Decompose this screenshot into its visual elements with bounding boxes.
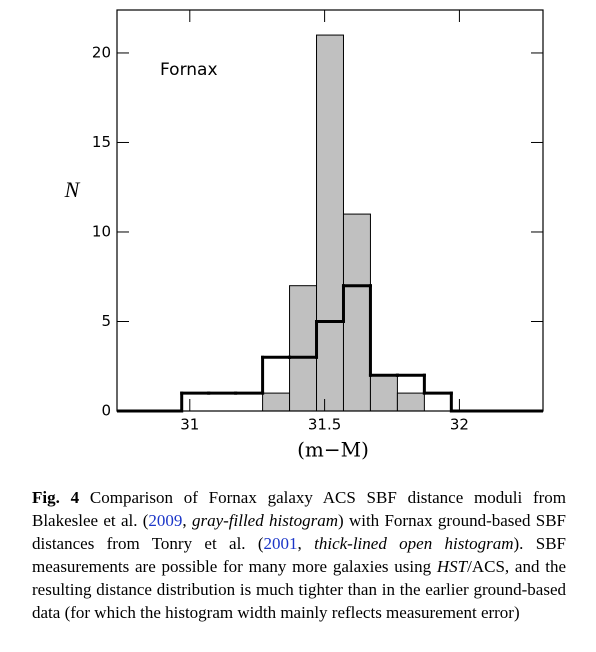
bar bbox=[316, 34, 344, 412]
bar bbox=[342, 213, 371, 412]
y-tick-label: 15 bbox=[92, 133, 111, 151]
bar bbox=[396, 392, 425, 412]
y-axis-label: N bbox=[64, 177, 81, 202]
caption-italic: HST bbox=[436, 557, 468, 576]
y-tick-label: 10 bbox=[92, 222, 111, 240]
caption-label: Fig. 4 bbox=[32, 488, 80, 507]
y-tick-label: 5 bbox=[101, 312, 111, 330]
y-tick-label: 0 bbox=[101, 402, 111, 420]
chart: Fornax N (m−M) 31 31.5 32 0 5 10 15 20 bbox=[64, 9, 544, 462]
bar bbox=[369, 374, 398, 412]
x-axis-label: (m−M) bbox=[297, 438, 369, 462]
x-tick-label: 31.5 bbox=[308, 416, 341, 434]
citation-link[interactable]: 2001 bbox=[263, 534, 298, 553]
plot-frame bbox=[116, 9, 544, 412]
caption-text: /ACS, and the resulting distance distrib… bbox=[32, 557, 567, 622]
caption: Fig. 4 Comparison of Fornax galaxy ACS S… bbox=[32, 486, 566, 624]
caption-italic: thick-lined open histogram bbox=[314, 534, 514, 553]
caption-text: , bbox=[182, 511, 192, 530]
y-tick-label: 20 bbox=[92, 43, 111, 61]
caption-text: ). SBF measurements are possible for man… bbox=[32, 534, 567, 576]
annotation: Fornax bbox=[160, 60, 218, 80]
caption-text: Comparison of Fornax galaxy ACS SBF dist… bbox=[32, 488, 566, 530]
citation-link[interactable]: 2009 bbox=[148, 511, 183, 530]
caption-text: , bbox=[297, 534, 315, 553]
x-tick-label: 32 bbox=[450, 416, 469, 434]
caption-text: ) with Fornax ground-based SBF distances… bbox=[32, 511, 566, 553]
bar bbox=[289, 285, 318, 412]
bar bbox=[262, 392, 291, 412]
caption-italic: gray-filled histogram bbox=[191, 511, 338, 530]
x-tick-label: 31 bbox=[180, 416, 199, 434]
